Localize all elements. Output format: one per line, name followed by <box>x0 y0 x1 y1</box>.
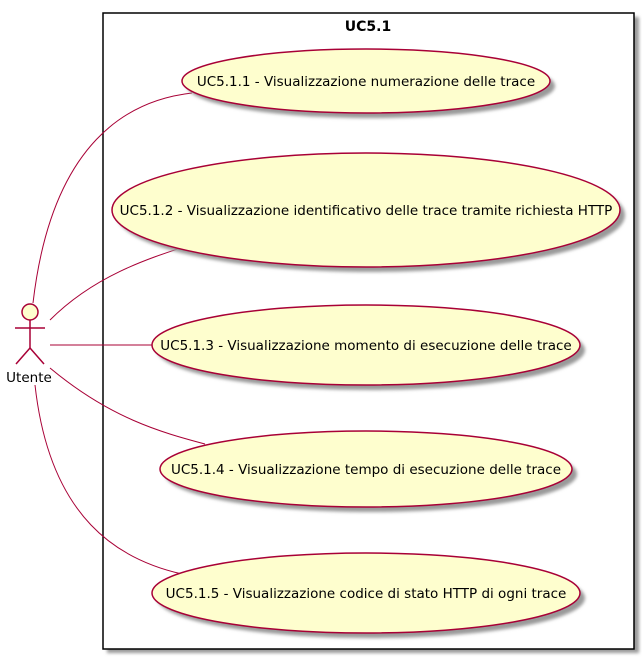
use-case-4-label: UC5.1.4 - Visualizzazione tempo di esecu… <box>171 462 561 478</box>
actor-name: Utente <box>6 370 52 386</box>
use-case-3-label: UC5.1.3 - Visualizzazione momento di ese… <box>160 338 571 354</box>
use-case-4[interactable]: UC5.1.4 - Visualizzazione tempo di esecu… <box>159 430 577 512</box>
association-line-uc-5 <box>34 384 183 575</box>
use-case-1[interactable]: UC5.1.1 - Visualizzazione numerazione de… <box>181 48 555 118</box>
association-line-uc-4 <box>49 367 206 445</box>
use-case-5[interactable]: UC5.1.5 - Visualizzazione codice di stat… <box>151 552 585 638</box>
associations <box>32 92 206 575</box>
system-title: UC5.1 <box>345 19 391 35</box>
use-case-1-label: UC5.1.1 - Visualizzazione numerazione de… <box>197 74 535 90</box>
use-case-2-ellipse[interactable] <box>111 152 621 268</box>
use-case-2-label: UC5.1.2 - Visualizzazione identificativo… <box>120 203 613 219</box>
use-case-2[interactable]: UC5.1.2 - Visualizzazione identificativo… <box>111 152 625 272</box>
stick-figure-actor-icon[interactable] <box>15 303 45 365</box>
use-case-5-label: UC5.1.5 - Visualizzazione codice di stat… <box>166 586 567 602</box>
actor-utente[interactable]: Utente <box>6 303 52 386</box>
use-case-3-ellipse[interactable] <box>151 304 581 386</box>
use-case-5-ellipse[interactable] <box>151 552 581 634</box>
use-case-4-ellipse[interactable] <box>159 430 573 508</box>
association-line-uc-1 <box>32 92 193 304</box>
use-case-1-ellipse[interactable] <box>181 48 551 114</box>
use-case-3[interactable]: UC5.1.3 - Visualizzazione momento di ese… <box>151 304 585 390</box>
use-case-list: UC5.1.1 - Visualizzazione numerazione de… <box>111 48 625 638</box>
